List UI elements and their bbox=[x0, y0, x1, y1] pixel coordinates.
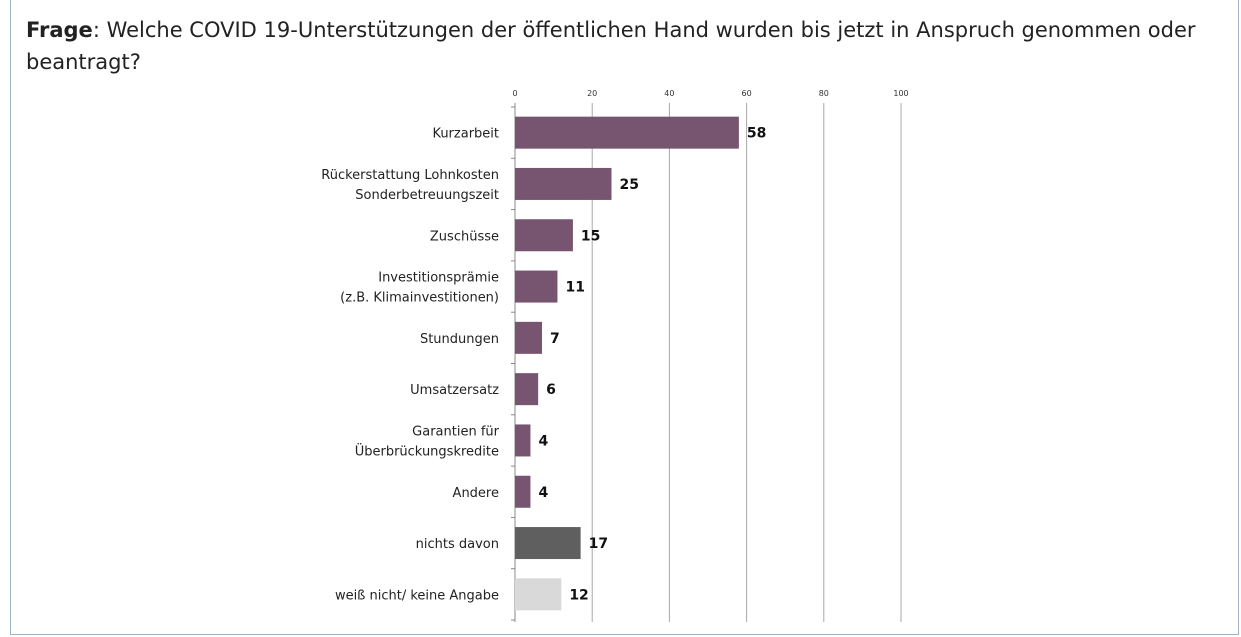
y-tick-label: nichts davon bbox=[416, 537, 499, 552]
y-tick-label: Stundungen bbox=[420, 332, 499, 347]
x-tick-label: 20 bbox=[587, 89, 597, 98]
bar bbox=[515, 116, 739, 149]
y-tick-label: Kurzarbeit bbox=[432, 127, 499, 142]
bar bbox=[515, 373, 539, 406]
chart-title: Frage: Welche COVID 19-Unterstützungen d… bbox=[26, 14, 1226, 78]
bar bbox=[515, 578, 562, 611]
y-tick-label: Investitionsprämie (z.B. Klimainvestition… bbox=[340, 271, 499, 306]
x-tick-label: 60 bbox=[742, 89, 752, 98]
y-tick-label: Andere bbox=[453, 486, 499, 501]
y-tick-label: weiß nicht/ keine Angabe bbox=[335, 588, 499, 603]
value-label: 7 bbox=[550, 331, 560, 347]
value-label: 15 bbox=[581, 228, 600, 244]
y-tick-label: Umsatzersatz bbox=[410, 383, 499, 398]
bar bbox=[515, 270, 558, 303]
bar bbox=[515, 321, 543, 354]
bar bbox=[515, 527, 581, 560]
x-tick-label: 40 bbox=[664, 89, 674, 98]
value-label: 4 bbox=[538, 485, 548, 501]
value-label: 17 bbox=[589, 536, 608, 552]
bar bbox=[515, 167, 612, 200]
y-tick-label: Zuschüsse bbox=[430, 229, 499, 244]
title-label: Frage bbox=[26, 18, 93, 42]
value-label: 12 bbox=[569, 587, 588, 603]
bar bbox=[515, 424, 531, 457]
value-label: 11 bbox=[565, 280, 584, 296]
bar bbox=[515, 219, 573, 252]
y-tick-label: Garantien für Überbrückungskredite bbox=[355, 424, 500, 459]
x-tick-label: 0 bbox=[512, 89, 517, 98]
x-tick-label: 80 bbox=[819, 89, 829, 98]
frame bbox=[10, 0, 1239, 635]
value-label: 4 bbox=[538, 433, 548, 449]
title-text: : Welche COVID 19-Unterstützungen der öf… bbox=[26, 18, 1196, 74]
x-tick-label: 100 bbox=[893, 89, 908, 98]
value-label: 25 bbox=[620, 177, 639, 193]
bar bbox=[515, 475, 531, 508]
value-label: 58 bbox=[747, 126, 766, 142]
value-label: 6 bbox=[546, 382, 556, 398]
y-tick-label: Rückerstattung Lohnkosten Sonderbetreuung… bbox=[321, 168, 499, 203]
